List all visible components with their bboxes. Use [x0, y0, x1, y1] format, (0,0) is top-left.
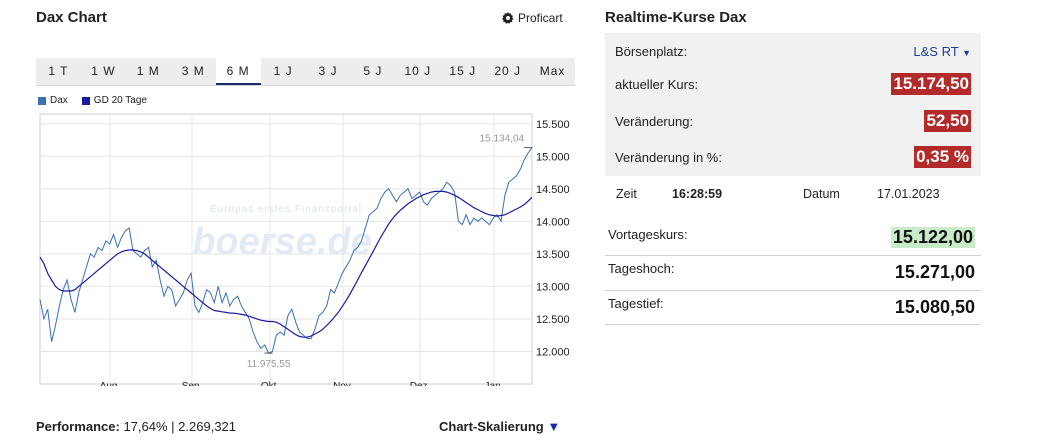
tab-20j[interactable]: 20 J	[494, 64, 522, 78]
realtime-title: Realtime-Kurse Dax	[605, 9, 747, 26]
vortag-label: Vortageskurs:	[608, 227, 688, 242]
legend-label-dax: Dax	[50, 95, 68, 106]
tab-1t[interactable]: 1 T	[48, 64, 69, 78]
dax-line-chart: 15.500 15.000 14.500 14.000 13.500 13.000 12.5…	[39, 113, 570, 386]
veraenderung-label: Veränderung:	[615, 113, 694, 129]
x-tick-label: Jan.	[485, 381, 504, 386]
performance-points: 2.269,321	[178, 419, 237, 434]
y-tick-label: 15.000	[536, 151, 570, 163]
gear-icon	[502, 12, 514, 24]
veraenderung-pct-value: 0,35 %	[914, 146, 971, 168]
annotation-high: 15.134,04	[480, 134, 525, 145]
boersenplatz-label: Börsenplatz:	[615, 43, 688, 59]
chart-legend: Dax GD 20 Tage	[38, 95, 147, 106]
performance-separator: |	[171, 419, 175, 434]
chart-scaling-toggle[interactable]: Chart-Skalierung ▼	[439, 419, 560, 434]
watermark-tagline: Europas erstes Finanzportal	[210, 204, 362, 215]
legend-label-gd20: GD 20 Tage	[93, 95, 147, 106]
legend-item-dax: Dax	[38, 95, 68, 106]
row-boersenplatz: Börsenplatz: L&S RT ▼	[615, 39, 971, 63]
y-tick-label: 14.000	[536, 216, 570, 228]
x-tick-label: Dez.	[410, 381, 431, 386]
profichart-label: Proficart	[518, 11, 563, 25]
y-tick-label: 12.500	[536, 314, 570, 326]
boersenplatz-value: L&S RT	[913, 43, 959, 59]
y-tick-label: 15.500	[536, 119, 570, 131]
realtime-box: Börsenplatz: L&S RT ▼ aktueller Kurs: 15…	[605, 33, 981, 176]
kurs-label: aktueller Kurs:	[615, 76, 699, 92]
y-tick-label: 14.500	[536, 184, 570, 196]
datum-value: 17.01.2023	[877, 187, 940, 201]
boersenplatz-select[interactable]: L&S RT ▼	[913, 44, 971, 59]
y-tick-label: 12.000	[536, 346, 570, 358]
tab-1m[interactable]: 1 M	[136, 64, 160, 78]
caret-down-icon: ▼	[962, 47, 971, 58]
hoch-value: 15.271,00	[894, 262, 975, 282]
tab-1j[interactable]: 1 J	[273, 64, 293, 78]
tab-6m[interactable]: 6 M	[215, 58, 261, 85]
row-veraenderung-pct: Veränderung in %: 0,35 %	[615, 145, 971, 169]
legend-swatch-gd20	[81, 96, 90, 105]
timeframe-tabs: 1 T 1 W 1 M 3 M 6 M 1 J 3 J 5 J 10 J 15 J 20 J Max	[36, 58, 575, 86]
x-tick-label: Sep.	[182, 381, 203, 386]
tief-label: Tagestief:	[608, 296, 664, 311]
veraenderung-pct-label: Veränderung in %:	[615, 149, 722, 165]
veraenderung-value: 52,50	[924, 110, 971, 132]
y-tick-label: 13.500	[536, 249, 570, 261]
gd20-series-line	[39, 190, 533, 338]
datum-label: Datum	[803, 187, 840, 201]
scaling-label: Chart-Skalierung	[439, 419, 544, 434]
triangle-down-icon: ▼	[547, 419, 561, 434]
tab-5j[interactable]: 5 J	[363, 64, 383, 78]
tab-1w[interactable]: 1 W	[91, 64, 116, 78]
row-tageshoch: Tageshoch: 15.271,00	[605, 256, 981, 291]
chart-title: Dax Chart	[36, 9, 107, 26]
annotation-low: 11.975,55	[247, 359, 291, 370]
legend-item-gd20: GD 20 Tage	[81, 95, 147, 106]
y-tick-label: 13.000	[536, 281, 570, 293]
tab-3j[interactable]: 3 J	[318, 64, 338, 78]
watermark-logo: boerse.de	[192, 221, 372, 263]
row-kurs: aktueller Kurs: 15.174,50	[615, 72, 971, 96]
tab-15j[interactable]: 15 J	[449, 64, 477, 78]
tief-value: 15.080,50	[894, 297, 975, 317]
profichart-link[interactable]: Proficart	[502, 11, 563, 25]
tab-max[interactable]: Max	[539, 64, 566, 78]
performance-label: Performance:	[36, 419, 120, 434]
dax-series-line	[39, 147, 533, 354]
x-tick-label: Aug.	[100, 381, 121, 386]
row-vortageskurs: Vortageskurs: 15.122,00	[605, 221, 981, 256]
zeit-label: Zeit	[616, 187, 637, 201]
tab-3m[interactable]: 3 M	[181, 64, 205, 78]
plot-area	[39, 113, 533, 385]
tab-10j[interactable]: 10 J	[404, 64, 432, 78]
row-tagestief: Tagestief: 15.080,50	[605, 291, 981, 325]
legend-swatch-dax	[38, 96, 46, 105]
performance-info: Performance: 17,64% | 2.269,321	[36, 419, 236, 434]
kurs-value: 15.174,50	[891, 73, 971, 95]
x-tick-label: Nov.	[333, 381, 353, 386]
performance-value: 17,64%	[123, 419, 168, 434]
hoch-label: Tageshoch:	[608, 261, 675, 276]
x-tick-label: Okt.	[261, 381, 279, 386]
vortag-value: 15.122,00	[890, 227, 975, 248]
row-veraenderung: Veränderung: 52,50	[615, 109, 971, 133]
zeit-value: 16:28:59	[672, 187, 723, 201]
